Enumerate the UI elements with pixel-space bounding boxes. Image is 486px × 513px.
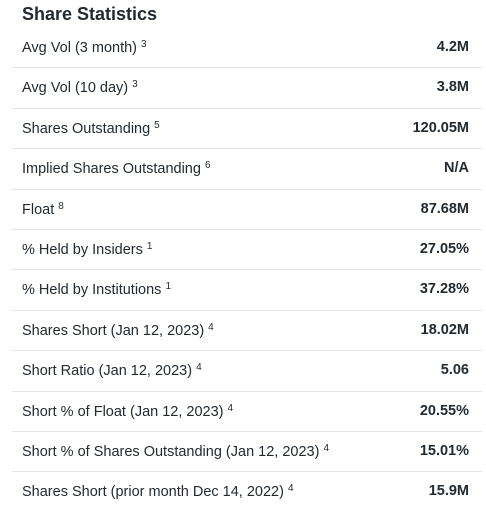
table-row: Shares Short (Jan 12, 2023) 4 18.02M — [12, 311, 482, 352]
row-value: 5.06 — [440, 362, 469, 379]
row-label: Short % of Float (Jan 12, 2023) — [22, 403, 224, 420]
table-row: Avg Vol (10 day) 3 3.8M — [12, 68, 482, 109]
row-value: 15.01% — [419, 442, 469, 459]
table-row: Short % of Float (Jan 12, 2023) 4 20.55% — [12, 392, 482, 432]
row-label: % Held by Insiders — [22, 241, 143, 258]
table-row: Float 8 87.68M — [12, 190, 482, 230]
footnote-marker: 1 — [146, 240, 153, 252]
row-value: 20.55% — [419, 402, 469, 419]
row-label-cell: Implied Shares Outstanding 6 — [22, 160, 211, 177]
footnote-marker: 1 — [165, 281, 171, 293]
row-value: 87.68M — [420, 200, 469, 217]
row-label: Implied Shares Outstanding — [22, 161, 201, 178]
footnote-marker: 6 — [204, 160, 211, 172]
footnote-marker: 8 — [58, 200, 64, 212]
table-row: Short % of Shares Outstanding (Jan 12, 2… — [12, 432, 482, 473]
row-label: Avg Vol (10 day) — [22, 80, 129, 97]
row-label-cell: Shares Outstanding 5 — [22, 120, 160, 137]
row-label-cell: Short Ratio (Jan 12, 2023) 4 — [22, 362, 202, 379]
table-row: Shares Short (prior month Dec 14, 2022) 4… — [12, 472, 482, 512]
row-value: 37.28% — [419, 281, 469, 298]
row-label: Avg Vol (3 month) — [22, 40, 137, 56]
row-value: 18.02M — [420, 321, 469, 338]
row-value: 27.05% — [419, 240, 469, 257]
footnote-marker: 3 — [141, 39, 147, 50]
row-label: Float — [22, 201, 55, 218]
row-value: 4.2M — [436, 39, 469, 55]
row-label: Short % of Shares Outstanding (Jan 12, 2… — [22, 443, 320, 460]
row-label: % Held by Institutions — [22, 282, 162, 299]
footnote-marker: 3 — [132, 79, 138, 91]
table-row: Avg Vol (3 month) 3 4.2M — [12, 28, 482, 69]
row-label-cell: % Held by Institutions 1 — [22, 281, 171, 298]
footnote-marker: 5 — [154, 119, 160, 131]
table-row: Short Ratio (Jan 12, 2023) 4 5.06 — [12, 351, 482, 392]
statistics-table: Avg Vol (3 month) 3 4.2M Avg Vol (10 day) 3 3… — [0, 28, 486, 513]
row-value: 15.9M — [428, 483, 469, 500]
row-label: Shares Short (Jan 12, 2023) — [22, 322, 205, 339]
row-label: Shares Short (prior month Dec 14, 2022) — [22, 484, 284, 501]
row-label-cell: Short % of Shares Outstanding (Jan 12, 2… — [22, 443, 329, 460]
footnote-marker: 4 — [196, 362, 202, 374]
table-row: % Held by Insiders 1 27.05% — [12, 230, 482, 271]
footnote-marker: 4 — [227, 402, 234, 414]
row-label-cell: Float 8 — [22, 201, 64, 218]
row-label-cell: Avg Vol (3 month) 3 — [22, 39, 147, 56]
row-label: Shares Outstanding — [22, 120, 151, 137]
table-row: Implied Shares Outstanding 6 N/A — [12, 149, 482, 190]
row-label-cell: % Held by Insiders 1 — [22, 241, 152, 258]
section-title: Share Statistics — [22, 4, 158, 24]
row-value: 3.8M — [436, 79, 469, 96]
table-row: % Held by Institutions 1 37.28% — [12, 270, 482, 311]
row-label: Short Ratio (Jan 12, 2023) — [22, 363, 193, 380]
footnote-marker: 4 — [287, 483, 294, 495]
row-label-cell: Shares Short (Jan 12, 2023) 4 — [22, 322, 214, 339]
footnote-marker: 4 — [323, 442, 329, 454]
table-row: Shares Outstanding 5 120.05M — [12, 109, 482, 150]
row-label-cell: Avg Vol (10 day) 3 — [22, 79, 138, 96]
row-label-cell: Short % of Float (Jan 12, 2023) 4 — [22, 403, 233, 420]
row-value: 120.05M — [412, 119, 469, 136]
footnote-marker: 4 — [208, 321, 214, 333]
row-value: N/A — [444, 160, 469, 177]
row-label-cell: Shares Short (prior month Dec 14, 2022) 4 — [22, 483, 294, 500]
